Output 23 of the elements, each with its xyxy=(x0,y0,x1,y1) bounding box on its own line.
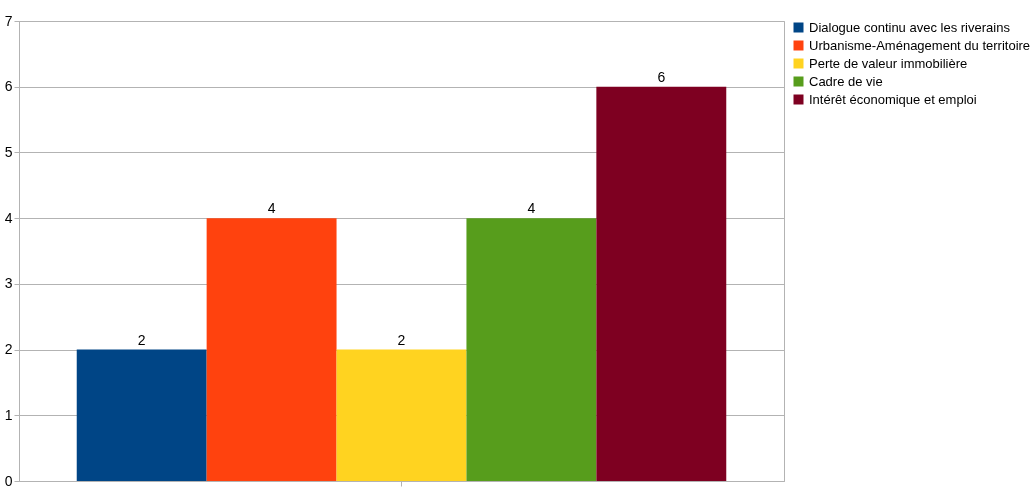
bar xyxy=(596,86,727,481)
legend-label: Urbanisme-Aménagement du territoire xyxy=(809,37,1031,53)
bar xyxy=(336,349,467,481)
data-label: 6 xyxy=(657,68,666,85)
y-tick-label: 5 xyxy=(4,143,13,160)
y-tick-label: 1 xyxy=(4,406,13,423)
y-tick-label: 3 xyxy=(4,275,13,292)
bar xyxy=(206,218,337,481)
data-label: 2 xyxy=(137,331,146,348)
y-tick-label: 7 xyxy=(4,12,13,29)
legend-label: Dialogue continu avec les riverains xyxy=(809,19,1011,35)
y-tick-label: 0 xyxy=(4,472,13,489)
data-label: 4 xyxy=(527,200,536,217)
y-tick-label: 4 xyxy=(4,209,13,226)
bar xyxy=(76,349,207,481)
y-tick-label: 2 xyxy=(4,341,13,358)
data-label: 2 xyxy=(397,331,406,348)
y-tick-label: 6 xyxy=(4,78,13,95)
legend-label: Perte de valeur immobilière xyxy=(809,55,968,71)
data-label: 4 xyxy=(267,200,276,217)
legend-label: Intérêt économique et emploi xyxy=(809,91,977,107)
bar xyxy=(466,218,597,481)
legend-label: Cadre de vie xyxy=(809,73,883,89)
